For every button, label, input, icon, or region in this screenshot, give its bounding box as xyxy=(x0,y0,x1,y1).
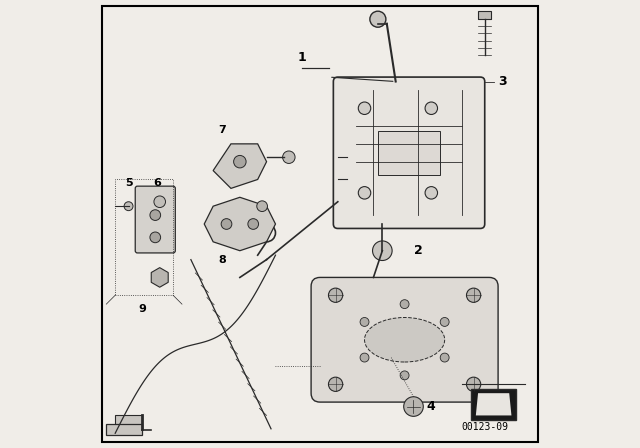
Circle shape xyxy=(467,377,481,392)
Text: 6: 6 xyxy=(154,178,161,188)
Circle shape xyxy=(150,210,161,220)
Bar xyxy=(478,11,492,19)
Bar xyxy=(378,130,440,175)
Circle shape xyxy=(440,318,449,327)
Text: 1: 1 xyxy=(298,51,307,64)
Bar xyxy=(106,424,142,435)
Polygon shape xyxy=(213,144,267,188)
Circle shape xyxy=(154,196,166,207)
Bar xyxy=(472,389,516,420)
Circle shape xyxy=(372,241,392,260)
FancyBboxPatch shape xyxy=(135,186,175,253)
Circle shape xyxy=(328,377,342,392)
Text: 2: 2 xyxy=(413,244,422,257)
Text: 7: 7 xyxy=(218,125,226,135)
Bar xyxy=(115,415,142,429)
Bar xyxy=(115,180,173,295)
Circle shape xyxy=(150,232,161,243)
Circle shape xyxy=(425,102,438,115)
Circle shape xyxy=(440,353,449,362)
Circle shape xyxy=(257,201,268,211)
FancyBboxPatch shape xyxy=(333,77,484,228)
Text: 9: 9 xyxy=(138,304,146,314)
Circle shape xyxy=(400,371,409,380)
Circle shape xyxy=(400,300,409,309)
Text: 8: 8 xyxy=(218,255,226,265)
Circle shape xyxy=(328,288,342,302)
Circle shape xyxy=(283,151,295,164)
Circle shape xyxy=(234,155,246,168)
FancyBboxPatch shape xyxy=(311,277,498,402)
Circle shape xyxy=(425,187,438,199)
Polygon shape xyxy=(476,393,511,415)
Circle shape xyxy=(221,219,232,229)
Text: 3: 3 xyxy=(498,75,507,88)
Ellipse shape xyxy=(365,318,445,362)
Text: 4: 4 xyxy=(427,400,436,413)
Circle shape xyxy=(467,288,481,302)
Circle shape xyxy=(124,202,133,211)
Text: 00123-09: 00123-09 xyxy=(461,422,508,432)
Text: 5: 5 xyxy=(125,178,132,188)
Polygon shape xyxy=(204,197,275,251)
Circle shape xyxy=(358,102,371,115)
Circle shape xyxy=(358,187,371,199)
Circle shape xyxy=(248,219,259,229)
Circle shape xyxy=(360,318,369,327)
Circle shape xyxy=(360,353,369,362)
Circle shape xyxy=(404,397,423,416)
Circle shape xyxy=(370,11,386,27)
